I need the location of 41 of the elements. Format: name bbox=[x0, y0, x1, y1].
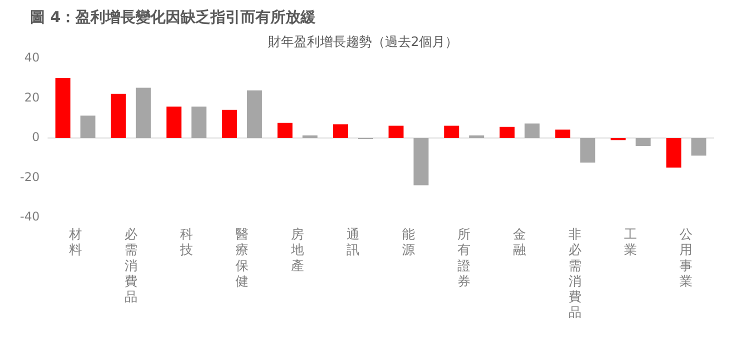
bar bbox=[500, 126, 515, 138]
x-tick-label: 科技 bbox=[178, 228, 193, 258]
x-tick-label: 金融 bbox=[513, 228, 526, 258]
x-tick-label: 通訊 bbox=[346, 228, 360, 258]
bar bbox=[524, 124, 540, 138]
y-tick-label: 20 bbox=[24, 90, 40, 104]
x-tick-label: 必需消費品 bbox=[124, 228, 138, 305]
y-tick-label: 0 bbox=[32, 130, 40, 144]
bar bbox=[666, 138, 682, 168]
bar bbox=[388, 126, 404, 138]
bar bbox=[444, 126, 460, 138]
bar bbox=[555, 130, 570, 138]
bar bbox=[414, 138, 429, 186]
bar bbox=[110, 94, 126, 138]
bar bbox=[246, 90, 262, 138]
x-tick-label: 材料 bbox=[68, 228, 82, 258]
bar bbox=[278, 122, 292, 138]
x-tick-label: 能源 bbox=[402, 228, 416, 258]
x-tick-label: 醫療保健 bbox=[235, 228, 248, 290]
chart-subtitle: 財年盈利增長趨勢（過去2個月） bbox=[268, 35, 458, 50]
y-tick-label: 40 bbox=[24, 50, 40, 65]
y-tick-label: -20 bbox=[20, 170, 40, 184]
y-tick-label: -40 bbox=[20, 210, 40, 224]
bar bbox=[302, 135, 318, 138]
x-tick-label: 公用事業 bbox=[680, 228, 693, 290]
bar bbox=[333, 124, 348, 138]
bar bbox=[166, 106, 182, 138]
bar bbox=[580, 138, 596, 163]
bar bbox=[691, 138, 706, 156]
bar bbox=[80, 116, 96, 138]
bar bbox=[469, 135, 484, 138]
bar bbox=[191, 106, 206, 138]
chart-title: 圖 4：盈利增長變化因缺乏指引而有所放緩 bbox=[30, 8, 317, 27]
x-tick-label: 非必需消費品 bbox=[568, 228, 582, 321]
bar bbox=[55, 78, 70, 138]
x-tick-label: 所有證券 bbox=[458, 228, 471, 290]
x-tick-label: 房地產 bbox=[290, 226, 304, 274]
bar bbox=[636, 138, 651, 146]
bar bbox=[222, 110, 237, 138]
bar bbox=[136, 88, 151, 138]
x-tick-label: 工業 bbox=[624, 228, 638, 258]
